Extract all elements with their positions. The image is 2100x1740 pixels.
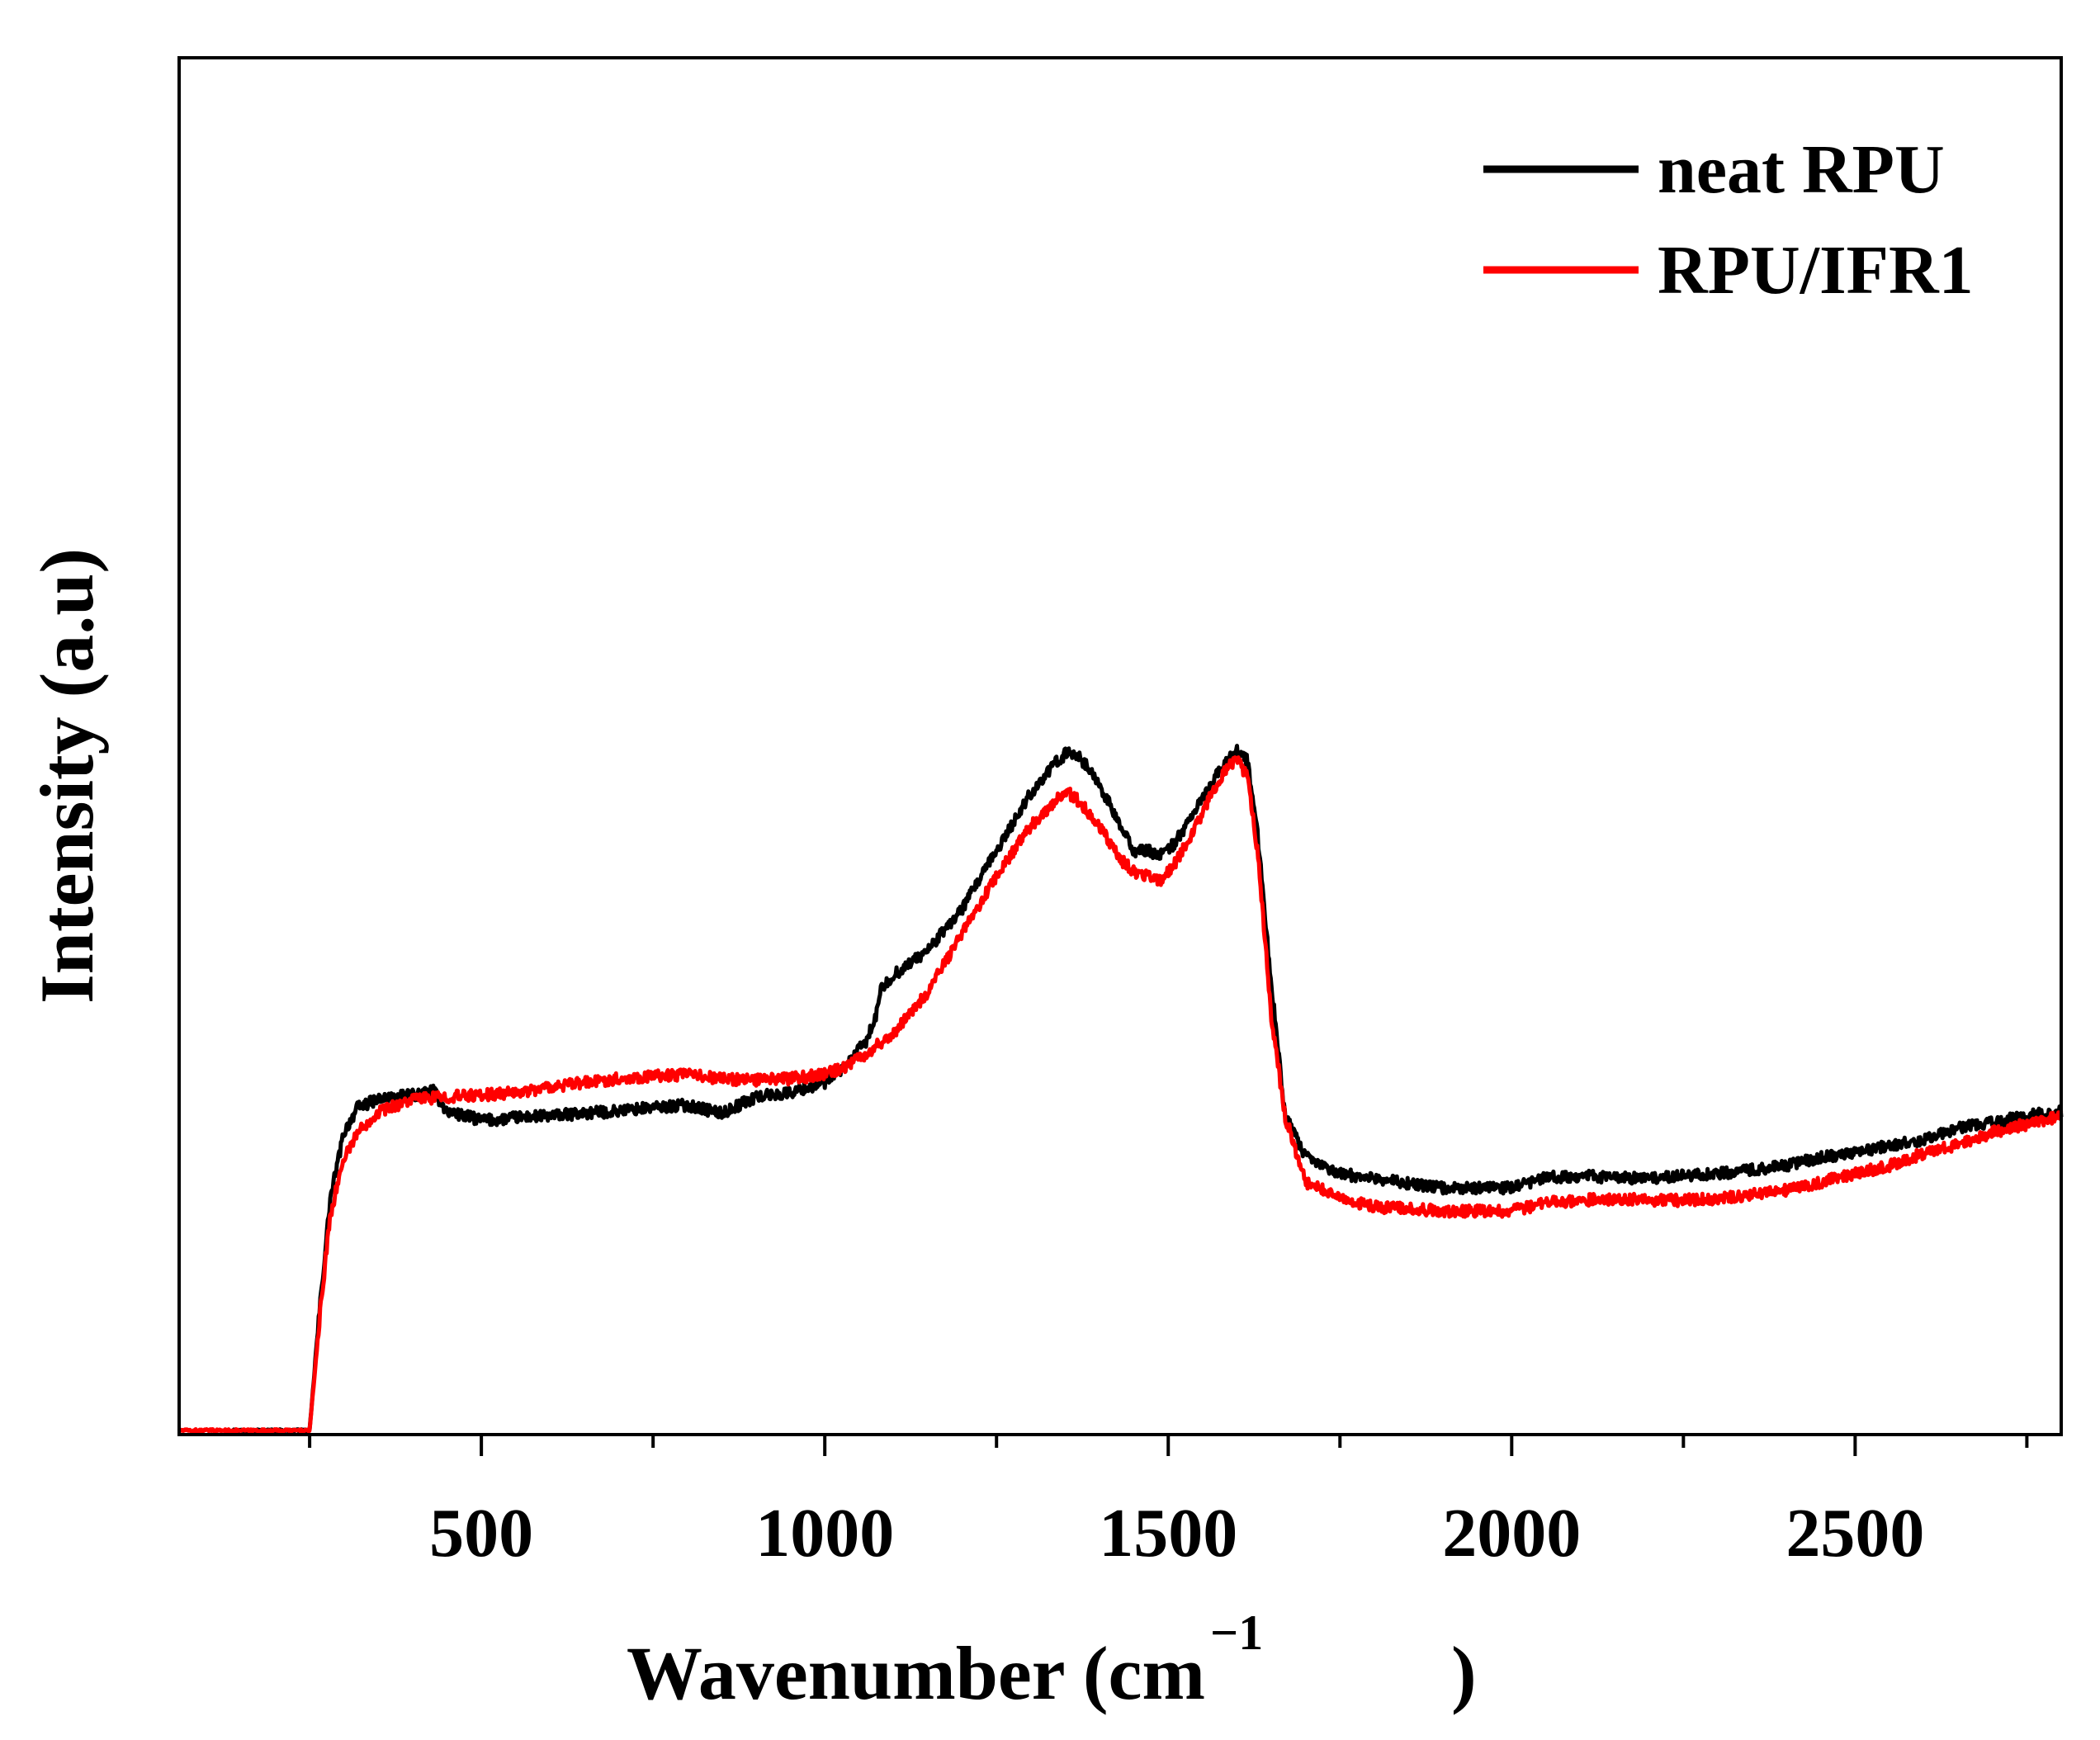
x-tick-label-500: 500 [429, 1495, 533, 1572]
legend-label-rpu-ifr1: RPU/IFR1 [1658, 232, 1974, 309]
x-axis-tick-labels: 500 1000 1500 2000 2500 [429, 1495, 1924, 1572]
series-line-neat-rpu [225, 744, 2064, 1434]
x-axis-label: Wavenumber (cm [627, 1631, 1205, 1715]
legend-label-neat-rpu: neat RPU [1658, 131, 1945, 208]
x-tick-label-1000: 1000 [755, 1495, 894, 1572]
series-line-rpu-ifr1 [177, 755, 2064, 1434]
x-axis-label-superscript: −1 [1210, 1605, 1263, 1660]
legend: neat RPU RPU/IFR1 [1483, 131, 1974, 309]
x-axis-ticks [308, 1435, 2029, 1456]
x-tick-label-2000: 2000 [1442, 1495, 1581, 1572]
x-axis-label-close: ) [1451, 1631, 1477, 1715]
y-axis-label: Intensity (a.u) [25, 548, 109, 1004]
series-group [177, 744, 2064, 1434]
plot-frame [177, 56, 2063, 1436]
x-tick-label-2500: 2500 [1785, 1495, 1924, 1572]
x-tick-label-1500: 1500 [1099, 1495, 1237, 1572]
